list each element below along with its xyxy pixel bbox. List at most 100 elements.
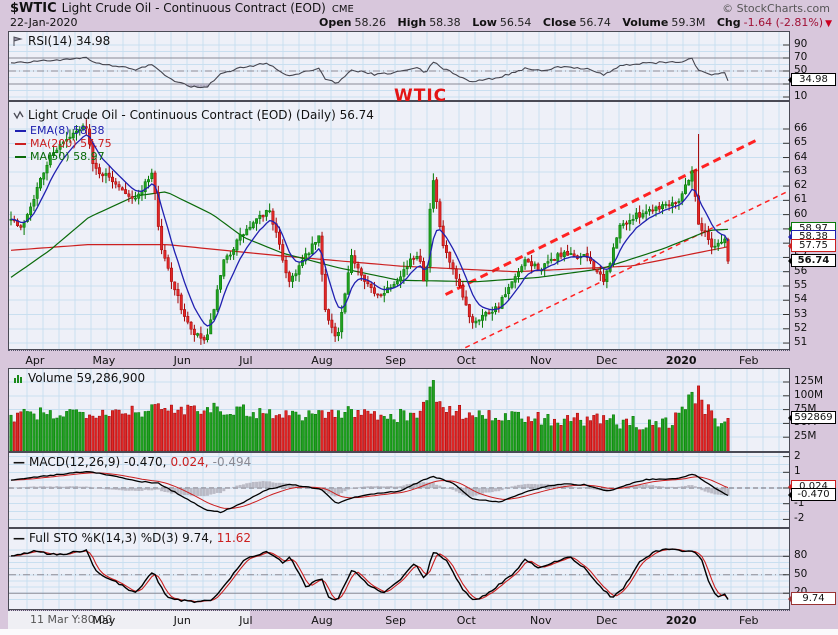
x-axis-month-label: Oct <box>456 614 476 627</box>
y-axis-label: 90 <box>794 38 808 50</box>
x-axis-month-label: Sep <box>385 354 407 367</box>
x-axis-month-label: Jul <box>239 614 253 627</box>
y-axis-label: 10 <box>794 90 808 102</box>
ohlc-quote: Open 58.26 High 58.38 Low 56.54 Close 56.74 … <box>311 16 832 30</box>
volume-bars-icon <box>13 373 24 384</box>
cursor-readout: 11 Mar Y:80.00 <box>8 611 250 629</box>
x-axis-month-label: Nov <box>530 354 552 367</box>
price-panel[interactable]: Light Crude Oil - Continuous Contract (E… <box>8 101 790 350</box>
y-axis-label: 53 <box>794 307 808 320</box>
y-axis-label: 100M <box>794 388 824 401</box>
x-axis-month-label: Dec <box>596 614 618 627</box>
chart-annotation: WTIC <box>394 86 448 106</box>
y-axis-label: 61 <box>794 193 808 206</box>
indicator-flag-icon <box>13 35 24 47</box>
axis-value-box: -0.470 <box>788 487 836 501</box>
chart-header: $WTIC Light Crude Oil - Continuous Contr… <box>0 1 838 16</box>
sto-line-swatch: — <box>13 531 25 545</box>
y-axis-label: 64 <box>794 150 808 163</box>
y-axis-label: 70 <box>794 51 808 63</box>
axis-value-box: 57.75 <box>788 239 836 253</box>
low-value: 56.54 <box>499 16 532 29</box>
high-value: 58.38 <box>429 16 461 29</box>
axis-value-box: 56.74 <box>788 253 836 267</box>
y-axis-label: 52 <box>794 321 808 334</box>
y-axis-label: 50 <box>794 567 808 580</box>
legend-ma200: MA(200) 57.75 <box>15 137 112 150</box>
legend-ma50: MA(50) 58.97 <box>15 150 105 163</box>
macd-panel[interactable]: — MACD(12,26,9) -0.470, 0.024, -0.494 <box>8 452 790 528</box>
y-axis-label: -1 <box>794 496 805 509</box>
copyright-link[interactable]: © StockCharts.com <box>722 2 830 15</box>
macd-signal-value: 0.024, <box>170 455 209 469</box>
x-axis-month-label: Aug <box>311 354 333 367</box>
sto-legend-text: Full STO %K(14,3) %D(3) 9.74, <box>29 531 213 545</box>
x-axis-month-label: Feb <box>739 614 759 627</box>
y-axis-label: 66 <box>794 122 808 134</box>
x-axis-month-label: 2020 <box>665 614 697 627</box>
close-value: 56.74 <box>579 16 611 29</box>
ma200-label: MA(200) 57.75 <box>30 137 112 150</box>
volume-value: 59.3M <box>671 16 706 29</box>
y-axis-label: 1 <box>794 465 801 478</box>
y-axis-label: 62 <box>794 179 808 192</box>
x-axis-month-label: Jul <box>239 354 253 367</box>
volume-legend: Volume 59,286,900 <box>13 371 145 385</box>
axis-value-box: 34.98 <box>788 73 836 87</box>
x-axis-month-label: 2020 <box>665 354 697 367</box>
y-axis-label: 51 <box>794 336 808 349</box>
bottom-margin <box>0 629 838 635</box>
macd-line-swatch: — <box>13 455 25 469</box>
high-label: High <box>397 16 427 29</box>
stochastics-panel[interactable]: — Full STO %K(14,3) %D(3) 9.74, 11.62 <box>8 528 790 610</box>
price-title-text: Light Crude Oil - Continuous Contract (E… <box>28 108 374 122</box>
axis-value-box: 592869 <box>788 410 836 424</box>
down-arrow-icon: ▼ <box>825 19 832 29</box>
y-axis-label: 65 <box>794 136 808 149</box>
price-panel-title: Light Crude Oil - Continuous Contract (E… <box>13 108 374 122</box>
price-plot <box>9 102 789 349</box>
symbol: $WTIC <box>10 1 57 16</box>
y-axis-label: 60 <box>794 207 808 220</box>
date-axis-bottom: 11 Mar Y:80.00 May Jun Jul Aug Sep Oct Nov Dec 2… <box>8 610 790 630</box>
x-axis-month-label: Jun <box>173 614 191 627</box>
y-axis-label: 125M <box>794 375 824 387</box>
macd-legend: — MACD(12,26,9) -0.470, 0.024, -0.494 <box>13 455 251 469</box>
y-axis-label: 50M <box>794 416 817 429</box>
y-axis-label: 63 <box>794 164 808 177</box>
ma50-swatch <box>15 155 26 158</box>
y-axis-label: 58 <box>794 236 808 249</box>
macd-plot <box>9 453 789 527</box>
rsi-legend: RSI(14) 34.98 <box>13 34 110 48</box>
x-axis-month-label: Aug <box>311 614 333 627</box>
macd-legend-text: MACD(12,26,9) -0.470, <box>29 455 167 469</box>
sto-legend: — Full STO %K(14,3) %D(3) 9.74, 11.62 <box>13 531 251 545</box>
axis-value-box: 58.38 <box>788 230 836 244</box>
rsi-panel[interactable]: RSI(14) 34.98 <box>8 31 790 101</box>
chg-label: Chg <box>716 16 741 29</box>
open-label: Open <box>318 16 352 29</box>
ma200-swatch <box>15 142 26 145</box>
price-zigzag-icon <box>13 110 24 121</box>
axis-value-box: 9.74 <box>788 592 836 605</box>
y-axis-label: 25M <box>794 430 817 443</box>
y-axis-label: 75M <box>794 402 817 415</box>
x-axis-month-label: Dec <box>596 354 618 367</box>
x-axis-month-label: Oct <box>456 354 476 367</box>
y-axis-label: 56 <box>794 264 808 277</box>
volume-label: Volume <box>622 16 669 29</box>
volume-panel[interactable]: Volume 59,286,900 <box>8 368 790 452</box>
y-axis-label: 55 <box>794 278 808 291</box>
rsi-plot <box>9 32 789 100</box>
volume-plot <box>9 369 789 451</box>
y-axis-label: 57 <box>794 250 808 263</box>
axis-value-box: 58.97 <box>788 221 836 235</box>
low-label: Low <box>472 16 497 29</box>
sto-d-value: 11.62 <box>216 531 252 545</box>
ma50-label: MA(50) 58.97 <box>30 150 105 163</box>
exchange-label: CME <box>331 4 354 15</box>
ema8-label: EMA(8) 58.38 <box>30 124 105 137</box>
axis-value-box: 0.024 <box>788 480 836 494</box>
y-axis-label: -2 <box>794 512 805 525</box>
